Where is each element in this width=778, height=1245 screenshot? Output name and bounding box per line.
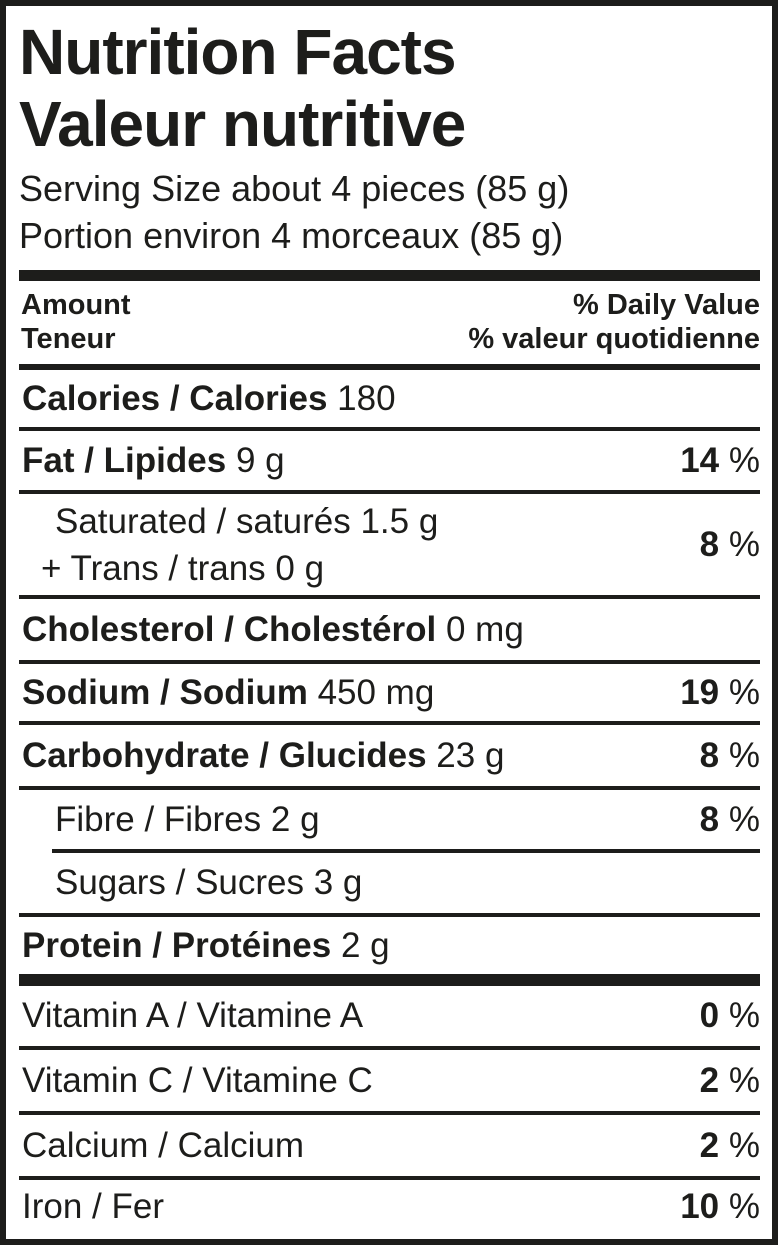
row-iron: Iron / Fer 10 %: [19, 1180, 760, 1233]
rule: [19, 490, 760, 494]
row-protein: Protein / Protéines 2 g: [19, 917, 760, 974]
calcium-daily-value: 2 %: [699, 1125, 760, 1165]
vitamin-a-label: Vitamin A / Vitamine A: [22, 996, 364, 1035]
row-fat: Fat / Lipides 9 g 14 %: [19, 431, 760, 490]
saturated-line: Saturated / saturés 1.5 g: [55, 498, 438, 545]
rule-indented: [52, 849, 760, 853]
fat-label: Fat / Lipides: [22, 440, 227, 480]
row-fibre: Fibre / Fibres 2 g 8 %: [19, 790, 760, 849]
saturated-label: Saturated / saturés: [55, 501, 351, 541]
sodium-value: 450 mg: [317, 672, 435, 712]
fat-value: 9 g: [235, 440, 285, 480]
sodium-label: Sodium / Sodium: [22, 672, 308, 712]
fibre-daily-value: 8 %: [699, 799, 760, 839]
fat-daily-value: 14 %: [680, 440, 760, 480]
row-calcium: Calcium / Calcium 2 %: [19, 1115, 760, 1176]
calcium-label: Calcium / Calcium: [22, 1125, 304, 1165]
percent-sign: %: [728, 799, 760, 839]
thick-divider-bottom: [19, 974, 760, 986]
thick-divider-top: [19, 270, 760, 281]
rule: [19, 660, 760, 664]
cholesterol-label: Cholesterol / Cholestérol: [22, 609, 437, 649]
row-vitamin-a: Vitamin A / Vitamine A 0 %: [19, 986, 760, 1046]
fibre-value: 2 g: [270, 799, 320, 839]
row-cholesterol: Cholesterol / Cholestérol 0 mg: [19, 599, 760, 660]
rule: [19, 913, 760, 917]
trans-line: + Trans / trans 0 g: [41, 545, 438, 592]
trans-label: + Trans / trans: [41, 548, 266, 588]
fat-text: Fat / Lipides 9 g: [22, 441, 285, 481]
saturated-trans-daily-value: 8 %: [699, 524, 760, 564]
vitamin-c-label: Vitamin C / Vitamine C: [22, 1060, 373, 1100]
rule: [19, 595, 760, 599]
sugars-value: 3 g: [313, 863, 363, 902]
calories-text: Calories / Calories 180: [22, 379, 396, 419]
carbohydrate-label: Carbohydrate / Glucides: [22, 735, 427, 775]
percent-sign: %: [728, 440, 760, 480]
row-calories: Calories / Calories 180: [19, 370, 760, 427]
row-sugars: Sugars / Sucres 3 g: [19, 853, 760, 913]
carbohydrate-daily-value: 8 %: [699, 735, 760, 775]
saturated-trans-text: Saturated / saturés 1.5 g + Trans / tran…: [22, 498, 438, 592]
protein-value: 2 g: [340, 925, 390, 965]
row-vitamin-c: Vitamin C / Vitamine C 2 %: [19, 1050, 760, 1111]
saturated-value: 1.5 g: [360, 501, 439, 541]
calories-label: Calories / Calories: [22, 378, 328, 418]
percent-sign: %: [728, 672, 760, 712]
fibre-label: Fibre / Fibres: [55, 799, 262, 839]
title-fr: Valeur nutritive: [19, 88, 466, 160]
sodium-daily-value: 19 %: [680, 672, 760, 712]
percent-sign: %: [728, 1125, 760, 1165]
iron-daily-value: 10 %: [680, 1186, 760, 1226]
serving-size-fr: Portion environ 4 morceaux (85 g): [19, 215, 564, 256]
amount-header: Amount Teneur: [21, 288, 131, 356]
trans-value: 0 g: [275, 548, 325, 588]
row-saturated-trans: Saturated / saturés 1.5 g + Trans / tran…: [19, 494, 760, 595]
medium-divider: [19, 364, 760, 370]
fibre-text: Fibre / Fibres 2 g: [22, 800, 320, 840]
iron-label: Iron / Fer: [22, 1186, 164, 1226]
row-carbohydrate: Carbohydrate / Glucides 23 g 8 %: [19, 725, 760, 786]
rule: [19, 1046, 760, 1050]
protein-label: Protein / Protéines: [22, 925, 332, 965]
rule: [19, 1111, 760, 1115]
row-sodium: Sodium / Sodium 450 mg 19 %: [19, 664, 760, 721]
percent-sign: %: [728, 996, 760, 1035]
rule: [19, 427, 760, 431]
rule: [19, 721, 760, 725]
daily-value-header-en: % Daily Value: [573, 289, 760, 321]
daily-value-header-fr: % valeur quotidienne: [468, 323, 760, 355]
vitamin-c-daily-value: 2 %: [699, 1060, 760, 1100]
percent-sign: %: [728, 1186, 760, 1226]
protein-text: Protein / Protéines 2 g: [22, 926, 390, 966]
sodium-text: Sodium / Sodium 450 mg: [22, 673, 434, 713]
sugars-label: Sugars / Sucres: [55, 863, 304, 902]
title-en: Nutrition Facts: [19, 16, 457, 88]
carbohydrate-text: Carbohydrate / Glucides 23 g: [22, 736, 504, 776]
calories-value: 180: [337, 378, 396, 418]
percent-sign: %: [728, 1060, 760, 1100]
rule: [19, 1176, 760, 1180]
daily-value-header: % Daily Value % valeur quotidienne: [468, 288, 760, 356]
amount-header-en: Amount: [21, 289, 131, 321]
column-header: Amount Teneur % Daily Value % valeur quo…: [19, 281, 760, 364]
serving-size-en: Serving Size about 4 pieces (85 g): [19, 168, 570, 209]
rule: [19, 786, 760, 790]
cholesterol-text: Cholesterol / Cholestérol 0 mg: [22, 610, 524, 650]
amount-header-fr: Teneur: [21, 323, 116, 355]
cholesterol-value: 0 mg: [445, 609, 524, 649]
percent-sign: %: [728, 524, 760, 564]
vitamin-a-daily-value: 0 %: [699, 996, 760, 1035]
sugars-text: Sugars / Sucres 3 g: [22, 863, 362, 903]
carbohydrate-value: 23 g: [436, 735, 505, 775]
percent-sign: %: [728, 735, 760, 775]
